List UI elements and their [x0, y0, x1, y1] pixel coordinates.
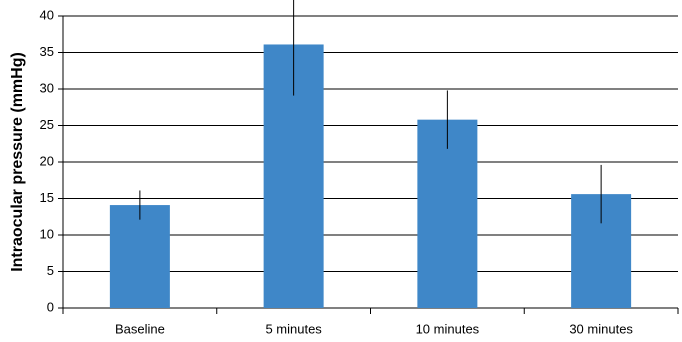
x-tick-label: 10 minutes [416, 321, 480, 336]
x-tick-label: 30 minutes [569, 321, 633, 336]
y-tick-label: 25 [40, 117, 54, 132]
y-axis-label: Intraocular pressure (mmHg) [9, 52, 26, 272]
x-tick-label: 5 minutes [265, 321, 322, 336]
x-tick-label: Baseline [115, 321, 165, 336]
y-tick-label: 40 [40, 7, 54, 22]
y-tick-label: 15 [40, 190, 54, 205]
bar [417, 119, 478, 308]
y-tick-label: 35 [40, 44, 54, 59]
y-tick-label: 20 [40, 153, 54, 168]
y-tick-label: 0 [47, 299, 54, 314]
bar [109, 205, 170, 308]
y-tick-label: 10 [40, 226, 54, 241]
y-tick-label: 30 [40, 80, 54, 95]
y-tick-label: 5 [47, 263, 54, 278]
